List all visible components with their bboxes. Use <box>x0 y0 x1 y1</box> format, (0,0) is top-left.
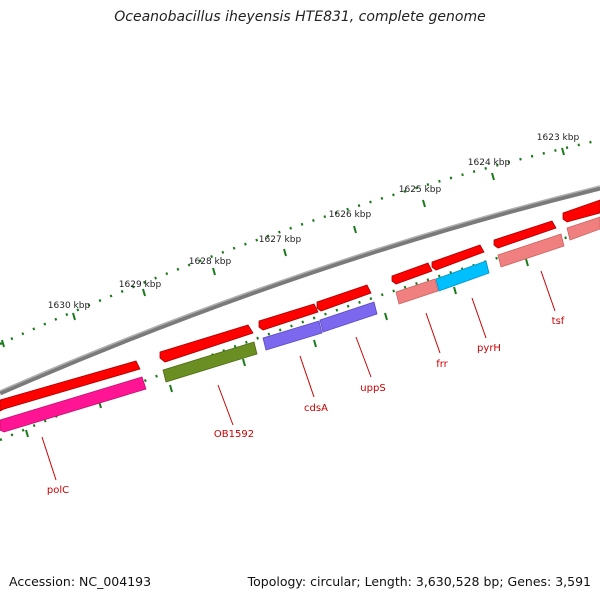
major-tick <box>561 147 565 156</box>
gene-cdsA-bar[interactable] <box>262 320 323 351</box>
leader-line-cdsA <box>299 355 315 398</box>
forward-gene-arrow[interactable] <box>391 262 433 285</box>
genome-summary: Topology: circular; Length: 3,630,528 bp… <box>247 574 591 589</box>
gene-uppS-bar[interactable] <box>319 301 378 333</box>
gene-leader-lines <box>41 270 556 481</box>
inner-major-tick <box>242 358 246 367</box>
ruler-label: 1630 kbp <box>48 301 91 311</box>
genome-backbone <box>0 185 600 396</box>
forward-gene-arrow[interactable] <box>493 220 557 249</box>
inner-major-tick <box>525 258 529 267</box>
forward-gene-arrow[interactable] <box>159 324 254 363</box>
inner-major-tick <box>453 286 457 295</box>
forward-gene-arrow[interactable] <box>431 244 485 271</box>
gene-label-OB1592[interactable]: OB1592 <box>214 429 254 440</box>
gene-feature-track <box>0 216 600 433</box>
inner-major-tick <box>169 384 173 393</box>
gene-label-cdsA[interactable]: cdsA <box>304 403 328 414</box>
forward-gene-arrow[interactable] <box>562 199 600 223</box>
major-tick <box>72 312 76 321</box>
forward-strand-genes <box>0 199 600 412</box>
gene-label-uppS[interactable]: uppS <box>360 383 385 394</box>
ruler-label: 1624 kbp <box>468 158 511 168</box>
gene-label-polC[interactable]: polC <box>47 485 69 496</box>
ruler-label: 1629 kbp <box>119 280 162 290</box>
major-tick <box>353 225 357 234</box>
backbone-arc <box>0 185 600 396</box>
gene-labels: polC OB1592 cdsA uppS frr pyrH tsf <box>47 316 565 496</box>
inner-major-tick <box>25 429 29 438</box>
ruler-label: 1627 kbp <box>259 235 302 245</box>
backbone-highlight <box>0 185 600 392</box>
gene-label-frr[interactable]: frr <box>436 359 448 370</box>
gene-pyrH-bar[interactable] <box>435 260 490 292</box>
gene-frr-bar[interactable] <box>395 278 439 305</box>
forward-gene-arrow[interactable] <box>0 360 141 412</box>
inner-tick-ruler <box>0 226 600 442</box>
major-tick <box>422 199 426 208</box>
gene-tsf-next-bar[interactable] <box>566 216 600 241</box>
gene-label-tsf[interactable]: tsf <box>552 316 565 327</box>
leader-line-uppS <box>355 336 372 378</box>
forward-gene-arrow[interactable] <box>258 303 319 331</box>
gene-OB1592-bar[interactable] <box>162 341 258 383</box>
leader-line-pyrH <box>471 297 487 339</box>
leader-line-frr <box>425 312 441 354</box>
gene-tsf-bar[interactable] <box>497 233 565 268</box>
leader-line-OB1592 <box>217 384 234 426</box>
major-tick <box>283 248 287 257</box>
leader-line-tsf <box>540 270 556 312</box>
map-title: Oceanobacillus iheyensis HTE831, complet… <box>114 9 486 25</box>
leader-line-polC <box>41 436 57 481</box>
major-tick <box>491 172 495 181</box>
inner-major-tick <box>384 312 388 321</box>
gene-polC-bar[interactable] <box>0 376 147 433</box>
ruler-label: 1626 kbp <box>329 210 372 220</box>
ruler-label: 1625 kbp <box>399 185 442 195</box>
gene-label-pyrH[interactable]: pyrH <box>477 343 501 354</box>
inner-major-tick <box>313 339 317 348</box>
major-tick <box>142 288 146 297</box>
ruler-label: 1628 kbp <box>189 257 232 267</box>
accession-label: Accession: NC_004193 <box>9 574 152 589</box>
major-tick <box>1 339 5 348</box>
tick-ruler: 1623 kbp 1624 kbp 1625 kbp 1626 kbp 1627… <box>0 133 600 348</box>
major-tick <box>212 267 216 276</box>
forward-gene-arrow[interactable] <box>316 284 372 312</box>
ruler-label: 1623 kbp <box>537 133 580 143</box>
